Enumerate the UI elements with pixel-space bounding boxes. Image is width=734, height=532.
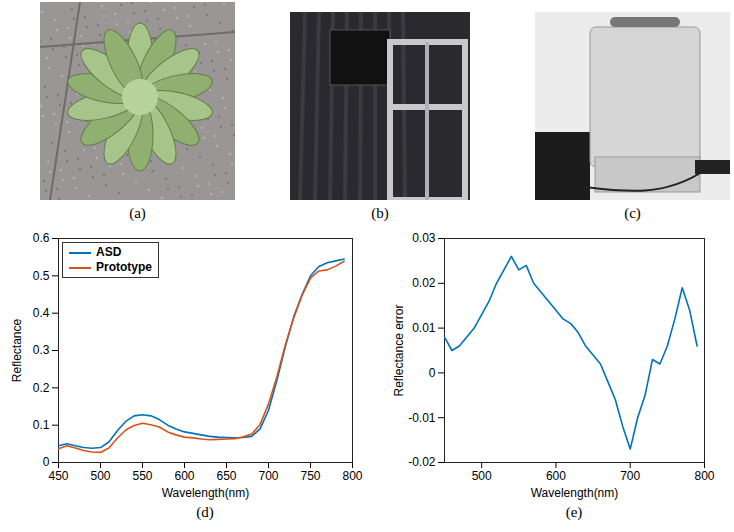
svg-text:0.6: 0.6 bbox=[33, 231, 50, 245]
svg-text:0.3: 0.3 bbox=[33, 343, 50, 357]
html-text:(c): (c) bbox=[624, 205, 641, 221]
svg-text:0.02: 0.02 bbox=[412, 276, 436, 290]
svg-text:Wavelength(nm): Wavelength(nm) bbox=[162, 486, 250, 500]
html-text:(b): (b) bbox=[371, 205, 389, 221]
svg-text:0.03: 0.03 bbox=[412, 231, 436, 245]
svg-text:750: 750 bbox=[300, 469, 320, 483]
svg-text:600: 600 bbox=[174, 469, 194, 483]
svg-text:0: 0 bbox=[43, 455, 50, 469]
svg-text:0.4: 0.4 bbox=[33, 306, 50, 320]
svg-text:450: 450 bbox=[48, 469, 68, 483]
svg-text:-0.01: -0.01 bbox=[408, 411, 436, 425]
svg-text:650: 650 bbox=[216, 469, 236, 483]
svg-text:500: 500 bbox=[472, 469, 492, 483]
svg-text:500: 500 bbox=[90, 469, 110, 483]
html-text:Prototype: Prototype bbox=[96, 260, 152, 274]
svg-text:0: 0 bbox=[429, 366, 436, 380]
svg-text:0.1: 0.1 bbox=[33, 418, 50, 432]
svg-text:0.01: 0.01 bbox=[412, 321, 436, 335]
svg-text:700: 700 bbox=[258, 469, 278, 483]
svg-text:0.5: 0.5 bbox=[33, 269, 50, 283]
svg-text:800: 800 bbox=[694, 469, 714, 483]
html-text:(a): (a) bbox=[129, 205, 146, 221]
svg-text:Reflectance error: Reflectance error bbox=[392, 304, 406, 396]
html-text:ASD: ASD bbox=[96, 245, 122, 259]
svg-text:700: 700 bbox=[620, 469, 640, 483]
svg-text:0.2: 0.2 bbox=[33, 381, 50, 395]
svg-text:Wavelength(nm): Wavelength(nm) bbox=[531, 486, 619, 500]
html-text:(d): (d) bbox=[196, 504, 214, 520]
html-text:(e): (e) bbox=[565, 504, 583, 520]
svg-text:600: 600 bbox=[546, 469, 566, 483]
svg-text:Reflectance: Reflectance bbox=[10, 318, 24, 382]
svg-text:-0.02: -0.02 bbox=[408, 455, 436, 469]
svg-text:800: 800 bbox=[342, 469, 362, 483]
svg-text:550: 550 bbox=[132, 469, 152, 483]
